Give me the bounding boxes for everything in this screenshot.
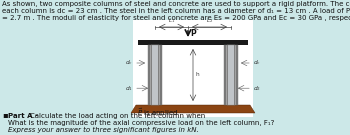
Polygon shape [131, 105, 255, 113]
Text: $\vec{P}$ is applied: $\vec{P}$ is applied [137, 107, 178, 119]
Bar [227, 45, 228, 105]
Bar [151, 45, 152, 105]
Text: As shown, two composite columns of steel and concrete are used to support a rigi: As shown, two composite columns of steel… [2, 1, 350, 7]
Text: P: P [190, 29, 196, 38]
Text: $d_2$: $d_2$ [253, 84, 261, 93]
Bar [151, 45, 159, 105]
Text: $d_c$: $d_c$ [253, 59, 261, 68]
Bar [133, 20, 253, 117]
Bar [227, 45, 235, 105]
Text: Calculate the load acting on the left column when: Calculate the load acting on the left co… [30, 113, 208, 119]
Bar [160, 45, 162, 105]
Text: Express your answer to three significant figures in kN.: Express your answer to three significant… [8, 127, 199, 133]
Text: $d_c$: $d_c$ [125, 59, 133, 68]
Text: h: h [195, 72, 199, 77]
Bar [158, 45, 159, 105]
Text: = 2.7 m . The moduli of elasticity for steel and concrete are Es = 200 GPa and E: = 2.7 m . The moduli of elasticity for s… [2, 15, 350, 21]
Bar [224, 45, 238, 105]
Text: ▪: ▪ [2, 110, 8, 119]
Text: $d_1$: $d_1$ [125, 84, 133, 93]
Text: each column is dc = 23 cm . The steel in the left column has a diameter of d₁ = : each column is dc = 23 cm . The steel in… [2, 8, 350, 14]
Bar [148, 45, 150, 105]
Bar [224, 45, 226, 105]
Bar [234, 45, 235, 105]
Bar [236, 45, 238, 105]
Text: $L_1$: $L_1$ [168, 17, 175, 26]
Bar [148, 45, 162, 105]
Bar [138, 40, 248, 45]
Text: $L_2$: $L_2$ [206, 17, 213, 26]
Text: What is the magnitude of the axial compressive load on the left column, F₁?: What is the magnitude of the axial compr… [8, 120, 274, 126]
Text: Part A -: Part A - [8, 113, 40, 119]
